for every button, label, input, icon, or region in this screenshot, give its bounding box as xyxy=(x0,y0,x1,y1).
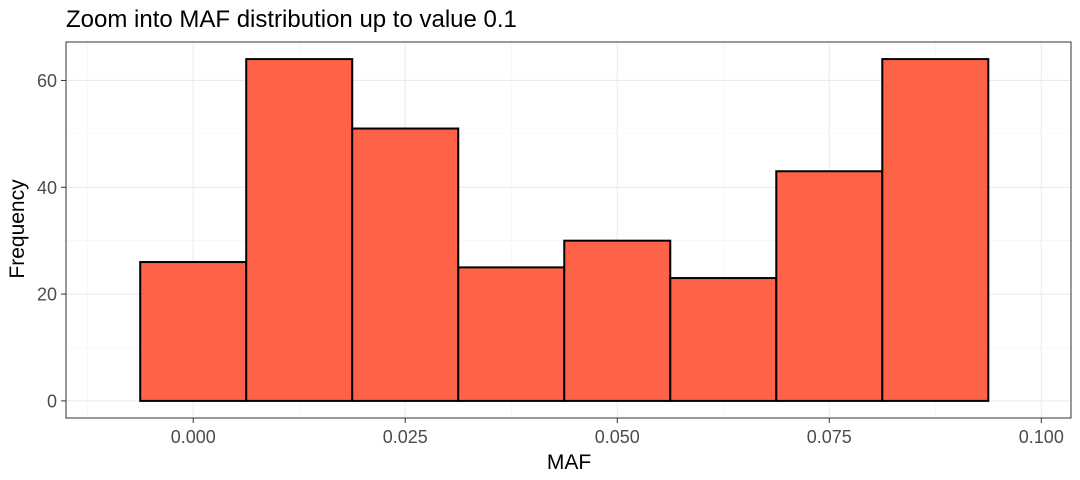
y-axis-title: Frequency xyxy=(6,179,29,279)
y-axis: 0 20 40 60 xyxy=(37,71,66,411)
x-tick-label: 0.000 xyxy=(171,427,216,447)
x-axis: 0.000 0.025 0.050 0.075 0.100 xyxy=(171,418,1064,447)
plot-panel-border xyxy=(65,41,1072,419)
x-tick-label: 0.100 xyxy=(1019,427,1064,447)
histogram-bar xyxy=(669,277,778,402)
x-tick-label: 0.075 xyxy=(807,427,852,447)
histogram-bar xyxy=(457,266,566,402)
y-tick-label: 20 xyxy=(37,285,57,305)
x-axis-title: MAF xyxy=(547,451,591,474)
histogram-bar xyxy=(563,239,672,402)
x-tick-label: 0.050 xyxy=(595,427,640,447)
histogram-bar xyxy=(245,58,354,402)
x-tick-label: 0.025 xyxy=(383,427,428,447)
histogram-bar xyxy=(775,170,884,402)
histogram-bar xyxy=(881,58,990,402)
y-tick-label: 40 xyxy=(37,178,57,198)
histogram-bars xyxy=(139,58,990,402)
y-tick-label: 60 xyxy=(37,71,57,91)
histogram-bar xyxy=(351,127,460,402)
y-tick-label: 0 xyxy=(47,391,57,411)
histogram-bar xyxy=(139,261,248,402)
chart-title: Zoom into MAF distribution up to value 0… xyxy=(66,6,517,33)
